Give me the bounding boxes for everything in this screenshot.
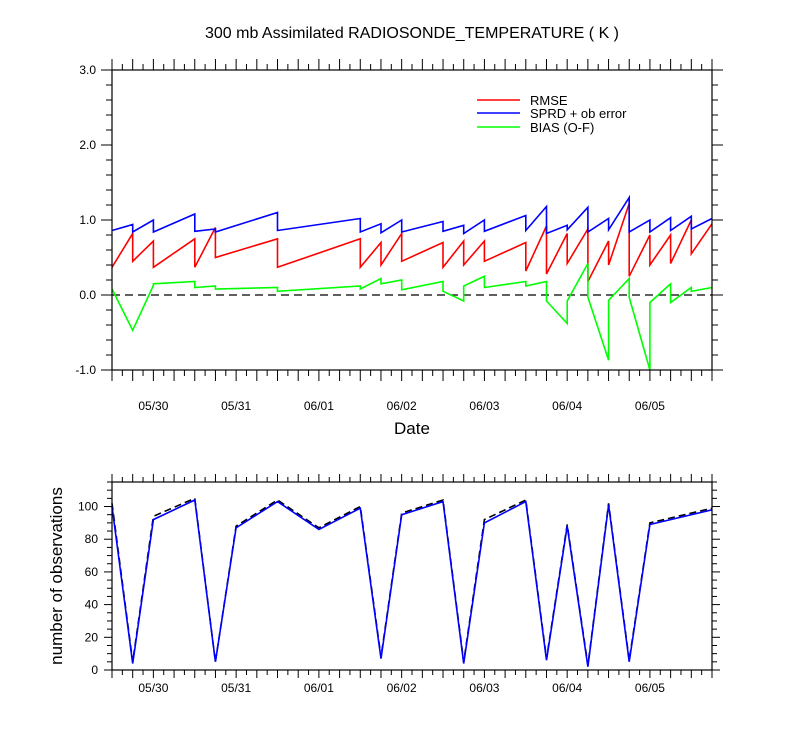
bottom-xtick-label: 06/05 [635, 681, 665, 695]
top-chart-plot [111, 194, 713, 371]
top-xtick-label: 05/30 [138, 399, 168, 413]
top-ytick-label: 3.0 [79, 63, 96, 77]
top-xtick-label: 06/01 [304, 399, 334, 413]
bottom-chart-frame [111, 481, 713, 671]
bottom-ytick-label: 100 [78, 500, 98, 514]
bottom-ytick-label: 0 [91, 663, 98, 677]
bottom-xtick-label: 06/03 [469, 681, 499, 695]
bottom-ytick-label: 80 [85, 532, 99, 546]
top-chart-xlabel: Date [394, 419, 430, 438]
top-ytick-label: 1.0 [79, 213, 96, 227]
bottom-xtick-label: 06/02 [387, 681, 417, 695]
top-ytick-label: 0.0 [79, 288, 96, 302]
bottom-xtick-label: 05/31 [221, 681, 251, 695]
top-xtick-label: 05/31 [221, 399, 251, 413]
bottom-chart-ylabel: number of observations [47, 487, 66, 665]
top-chart-axes: 05/30 05/31 06/01 06/02 06/03 06/04 06/05 -1.0 0… [75, 59, 723, 413]
bottom-series-used-observations [111, 498, 713, 667]
top-chart-title: 300 mb Assimilated RADIOSONDE_TEMPERATUR… [205, 25, 619, 42]
legend-sprd-label: SPRD + ob error [530, 106, 627, 121]
bottom-ytick-label: 40 [85, 598, 99, 612]
top-xtick-label: 06/04 [552, 399, 582, 413]
top-xtick-label: 06/02 [387, 399, 417, 413]
bottom-ytick-label: 60 [85, 565, 99, 579]
top-xtick-label: 06/03 [469, 399, 499, 413]
legend-rmse-label: RMSE [530, 93, 568, 108]
bottom-xtick-label: 06/01 [304, 681, 334, 695]
bottom-chart-axes: 05/30 05/31 06/01 06/02 06/03 06/04 06/05 0 20 40… [78, 474, 720, 695]
bottom-chart-plot [111, 497, 713, 667]
top-series-sprd-ob-error [111, 194, 713, 235]
top-series-bias-o-f [111, 263, 713, 371]
top-chart: 300 mb Assimilated RADIOSONDE_TEMPERATUR… [75, 25, 723, 438]
bottom-xtick-label: 05/30 [138, 681, 168, 695]
top-series-rmse [111, 203, 713, 282]
top-ytick-label: 2.0 [79, 138, 96, 152]
bottom-ytick-label: 20 [85, 630, 99, 644]
top-ytick-label: -1.0 [75, 363, 96, 377]
top-chart-legend: RMSE SPRD + ob error BIAS (O-F) [477, 93, 627, 135]
bottom-chart: 05/30 05/31 06/01 06/02 06/03 06/04 06/05 0 20 40… [47, 474, 720, 695]
bottom-series-possible-observations [111, 497, 713, 666]
top-xtick-label: 06/05 [635, 399, 665, 413]
legend-bias-label: BIAS (O-F) [530, 120, 594, 135]
bottom-xtick-label: 06/04 [552, 681, 582, 695]
